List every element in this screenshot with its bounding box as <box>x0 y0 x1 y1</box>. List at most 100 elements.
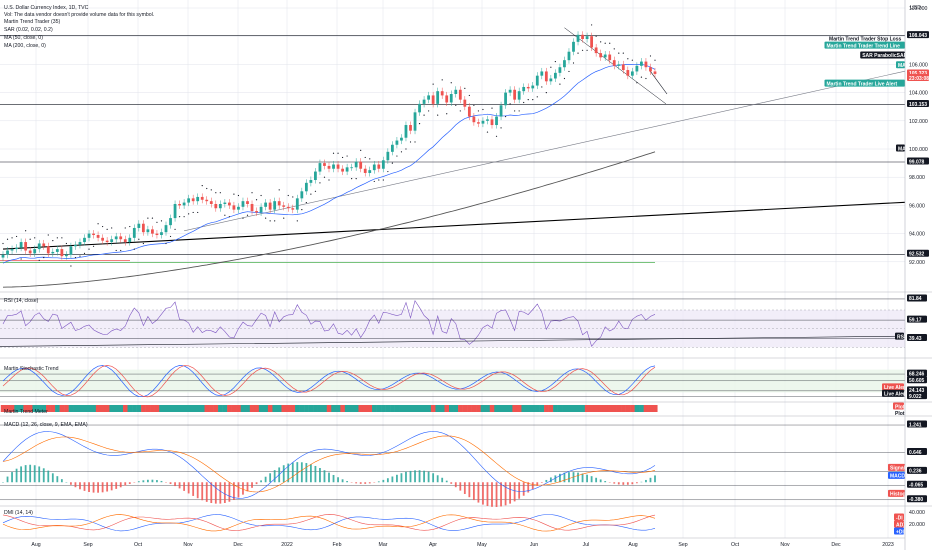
stochastic-title[interactable]: Martin Stochastic Trend <box>4 366 59 372</box>
sar-dot <box>165 242 167 245</box>
candle <box>386 151 390 161</box>
sar-dot <box>473 104 475 106</box>
indicator-legend-2[interactable]: SAR (0.02, 0.02, 0.2) <box>4 27 53 33</box>
candle <box>409 125 412 131</box>
trend-meter-bar <box>64 405 69 412</box>
candle <box>558 67 562 73</box>
macd-histogram-bar <box>106 482 109 492</box>
candle <box>214 203 218 209</box>
macd-pane[interactable]: Signal MACD Histogram <box>0 424 915 507</box>
indicator-legend-3[interactable]: MA (50, close, 0) <box>4 35 43 41</box>
trend-meter-bar <box>439 405 445 412</box>
macd-histogram-bar <box>11 472 13 483</box>
candle <box>250 203 254 212</box>
macd-histogram-bar <box>214 482 217 504</box>
time-axis-label: Sep <box>678 542 687 548</box>
macd-histogram-bar <box>472 482 475 501</box>
rsi-pane[interactable]: RSI <box>0 298 906 348</box>
grid-layer <box>0 0 932 538</box>
macd-histogram-bar <box>382 479 385 483</box>
sar-dot <box>29 238 31 240</box>
trend-meter-bar <box>209 405 214 412</box>
candle <box>223 202 227 204</box>
trend-meter-bar <box>625 405 631 412</box>
sar-dot <box>255 199 258 201</box>
indicator-legend-4[interactable]: MA (200, close, 0) <box>4 43 46 49</box>
trend-meter-bar <box>507 405 513 412</box>
candle <box>354 161 358 168</box>
candle <box>535 75 539 86</box>
trend-meter-bar <box>91 405 97 412</box>
trend-meter-title[interactable]: Martin Trend Meter <box>4 409 48 415</box>
macd-level-label: 0.646 <box>909 450 922 456</box>
candle <box>458 89 462 100</box>
price-label: 23:03:08 <box>909 76 929 82</box>
rsi-title[interactable]: RSI (14, close) <box>4 298 39 304</box>
macd-histogram-bar <box>436 475 439 483</box>
time-axis-label: May <box>477 542 487 548</box>
sar-dot <box>464 87 466 89</box>
candle <box>128 237 132 243</box>
candle <box>472 116 476 123</box>
macd-histogram-bar <box>504 482 507 506</box>
macd-level-label: 0.236 <box>909 469 922 475</box>
macd-histogram-bar <box>604 481 607 483</box>
trend-meter-bar <box>598 405 604 412</box>
macd-histogram-bar <box>56 476 59 483</box>
indicator-legend-1[interactable]: Martin Trend Trader (35) <box>4 19 60 25</box>
trend-meter-bar <box>322 405 328 412</box>
candle <box>114 236 118 240</box>
sar-dot <box>133 248 135 250</box>
candle <box>635 65 639 72</box>
sar-dot <box>151 217 154 219</box>
stoch-level-label: 24.143 <box>909 388 925 394</box>
candle <box>277 201 281 206</box>
sar-dot <box>391 162 393 164</box>
sar-dot <box>595 35 597 37</box>
candle <box>508 89 512 93</box>
sar-dot <box>609 42 611 44</box>
macd-histogram-bar <box>337 477 339 483</box>
trend-meter-bar <box>516 405 522 412</box>
candle <box>544 71 548 82</box>
macd-line <box>2 431 656 499</box>
trend-meter-bar <box>489 405 495 412</box>
candle <box>363 168 367 173</box>
price-axis[interactable]: 92.000 94.000 96.000 98.000 100.000 102.000 10… <box>907 6 929 528</box>
macd-histogram-bar <box>201 482 204 501</box>
sar-dot <box>269 220 271 222</box>
trend-meter-bar <box>512 405 518 412</box>
candle <box>323 163 326 166</box>
candle <box>368 170 372 173</box>
time-axis[interactable]: Aug Sep Oct Nov Dec 2022 Feb Mar Apr May Jun Jul Aug… <box>0 0 906 550</box>
sar-dot <box>296 220 298 222</box>
candle <box>517 91 521 100</box>
sar-dot <box>400 151 403 153</box>
trend-meter-bar <box>181 405 187 412</box>
trend-meter-bar <box>467 405 472 412</box>
time-axis-label: Oct <box>731 542 740 548</box>
sar-dot <box>591 24 593 26</box>
trend-meter-bar <box>575 405 581 412</box>
dmi-title[interactable]: DMI (14, 14) <box>4 510 33 516</box>
candle <box>336 164 340 169</box>
indicator-tag: Martin Trend Trader Stop Loss <box>829 36 901 42</box>
sar-dot <box>631 59 633 61</box>
trend-meter-bar <box>313 405 318 412</box>
trend-meter-bar <box>367 405 373 412</box>
trend-meter-bar <box>399 405 404 412</box>
sar-dot <box>228 216 230 218</box>
candle <box>1 254 5 258</box>
time-axis-label: Sep <box>83 542 92 548</box>
candle <box>499 105 503 117</box>
macd-histogram-bar <box>346 481 349 483</box>
macd-title[interactable]: MACD (12, 26, close, 9, EMA, EMA) <box>4 422 88 428</box>
trend-meter-bar <box>417 405 423 412</box>
macd-histogram-bar <box>264 476 267 483</box>
candle <box>282 205 286 207</box>
